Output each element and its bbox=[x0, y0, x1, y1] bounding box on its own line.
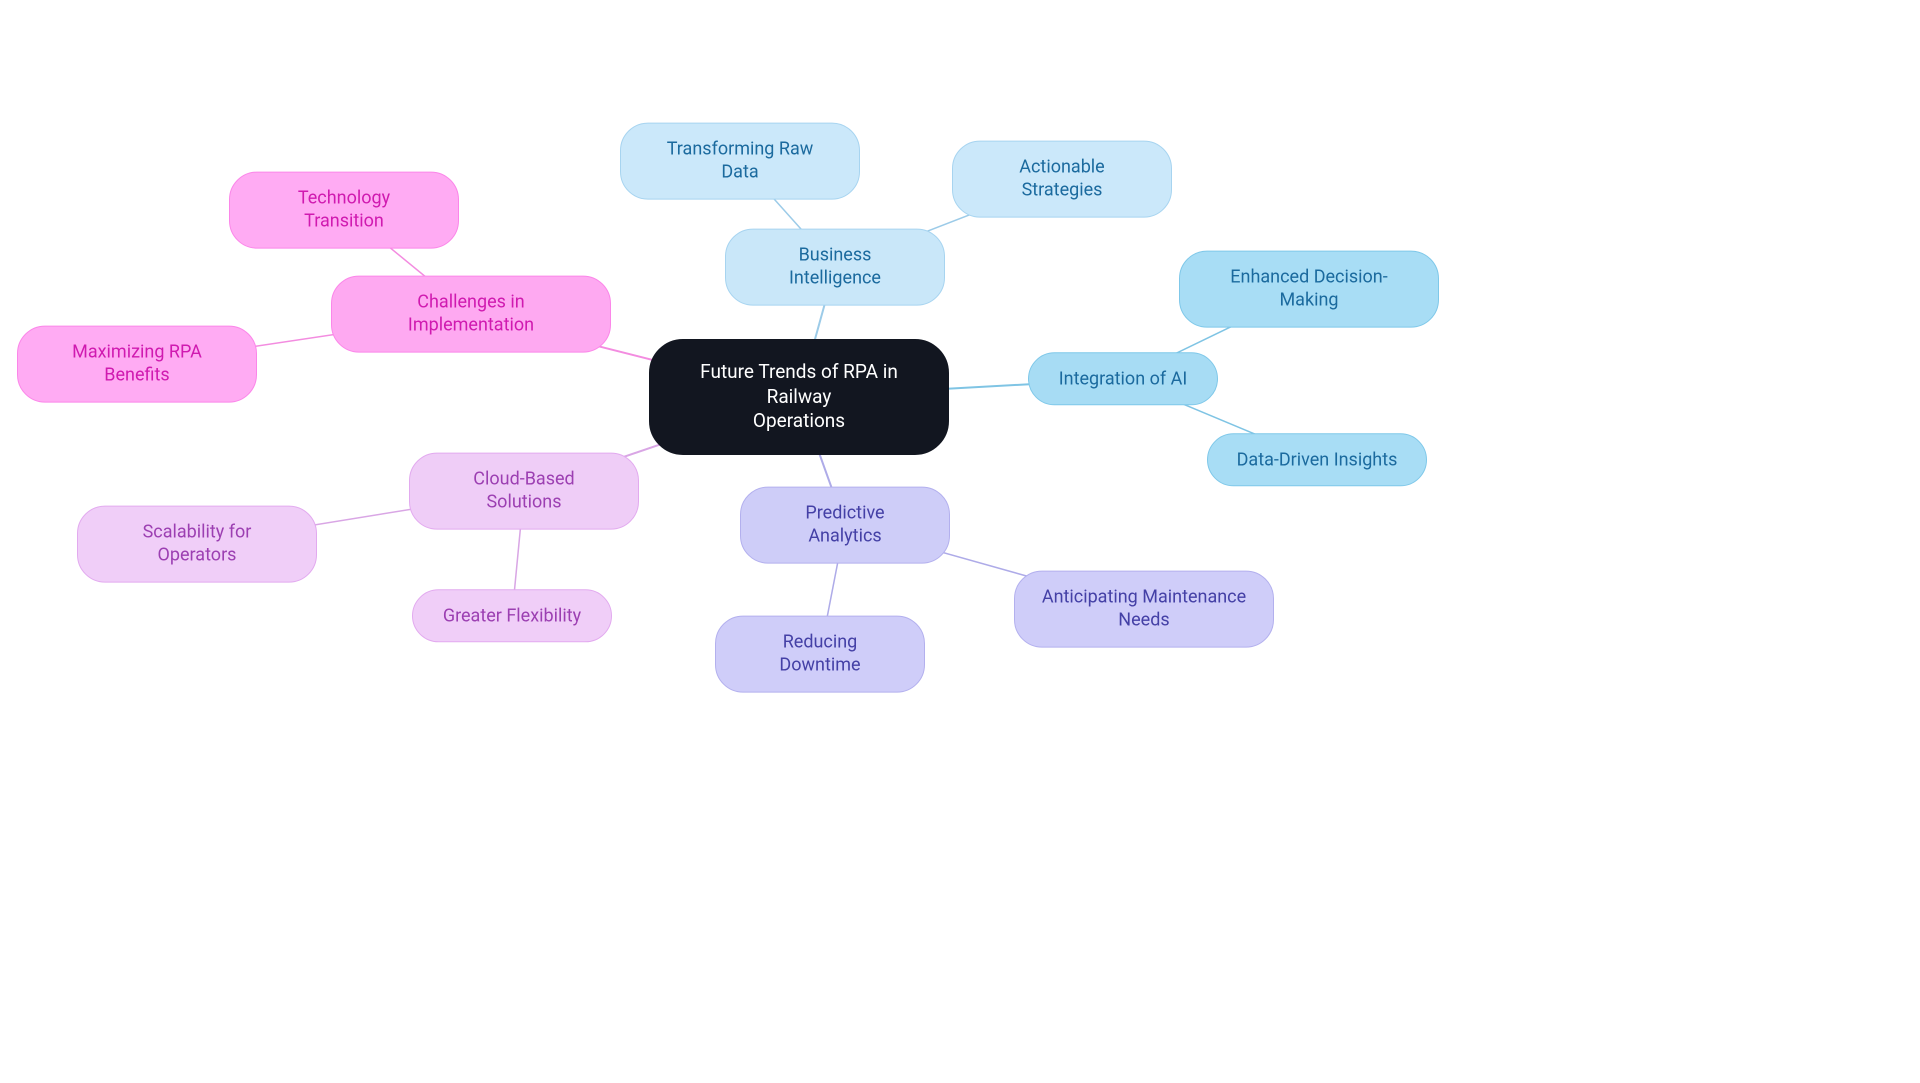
node-actionable: Actionable Strategies bbox=[952, 141, 1172, 218]
node-tech_transition: Technology Transition bbox=[229, 172, 459, 249]
node-ai: Integration of AI bbox=[1028, 352, 1218, 405]
node-challenges: Challenges in Implementation bbox=[331, 276, 611, 353]
node-center: Future Trends of RPA in Railway Operatio… bbox=[649, 339, 949, 455]
node-maximizing: Maximizing RPA Benefits bbox=[17, 326, 257, 403]
node-cloud: Cloud-Based Solutions bbox=[409, 453, 639, 530]
node-enhanced: Enhanced Decision-Making bbox=[1179, 251, 1439, 328]
node-transforming: Transforming Raw Data bbox=[620, 123, 860, 200]
node-anticipating: Anticipating Maintenance Needs bbox=[1014, 571, 1274, 648]
node-datadriven: Data-Driven Insights bbox=[1207, 433, 1427, 486]
node-scalability: Scalability for Operators bbox=[77, 506, 317, 583]
node-biz_intel: Business Intelligence bbox=[725, 229, 945, 306]
node-predictive: Predictive Analytics bbox=[740, 487, 950, 564]
node-flexibility: Greater Flexibility bbox=[412, 589, 612, 642]
node-reducing: Reducing Downtime bbox=[715, 616, 925, 693]
